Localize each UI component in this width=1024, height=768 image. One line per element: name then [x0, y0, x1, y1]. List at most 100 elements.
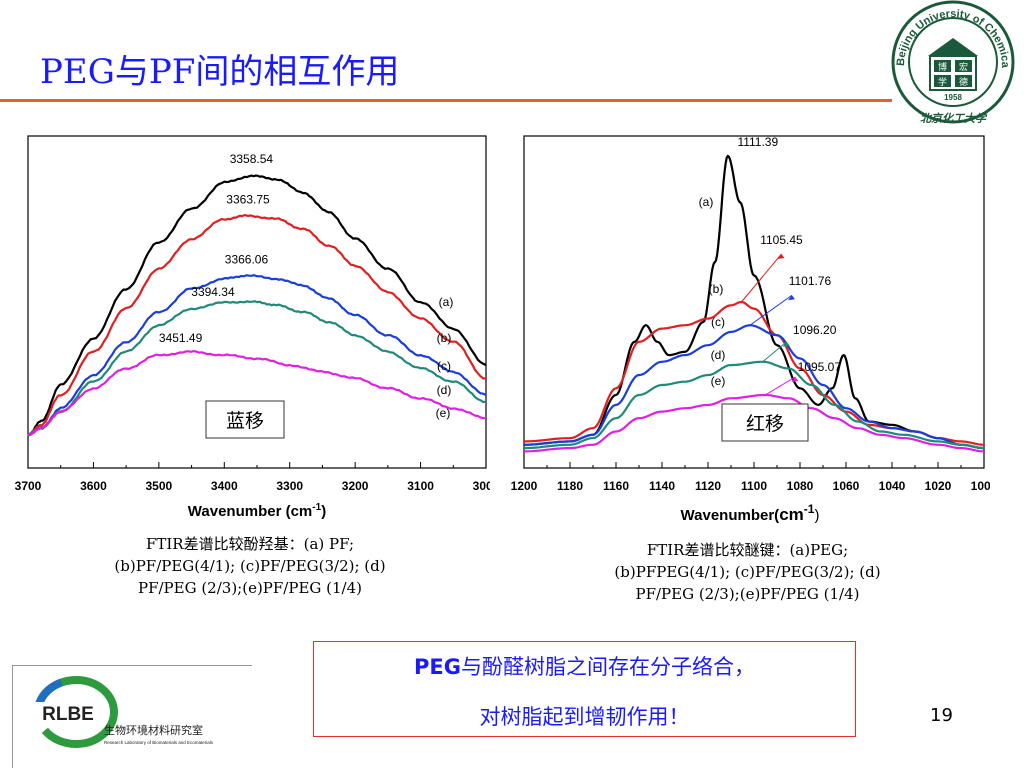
peak-arrow-head	[782, 341, 790, 347]
peak-arrow-head	[777, 254, 785, 259]
x-tick-label: 1100	[741, 479, 767, 493]
series-line-b	[27, 214, 487, 437]
page-number: 19	[930, 705, 953, 726]
series-label: (b)	[709, 282, 724, 296]
series-labels: (a) (b) (c) (d) (e)	[436, 295, 454, 420]
x-tick-label: 3700	[15, 479, 42, 493]
blue-shift-label: 蓝移	[226, 410, 264, 432]
seal-char-2: 宏	[959, 61, 968, 72]
chart-left-oh-ftir: 3700 3600 3500 3400 3300 3200 3100 3000 3358.54…	[15, 135, 490, 520]
x-tick-label: 1200	[511, 479, 538, 493]
red-shift-label: 红移	[746, 413, 784, 435]
x-axis-label: Wavenumber (cm-1)	[188, 502, 326, 520]
conclusion-emphasis: PEG	[414, 655, 461, 679]
peak-label: 3358.54	[230, 152, 274, 166]
peak-arrow	[741, 253, 782, 303]
rlbe-abbr: RLBE	[42, 704, 94, 725]
x-tick-label: 1140	[649, 479, 675, 493]
caption-line: PF/PEG (2/3);(e)PF/PEG (1/4)	[635, 585, 860, 603]
series-line-d	[27, 300, 487, 437]
chart-right-ether-ftir: 1200 1180 1160 1140 1120 1100 1080 1060 1040 1020…	[511, 135, 990, 524]
x-tick-label: 3300	[276, 479, 303, 493]
series-label: (c)	[437, 359, 451, 373]
series-label: (e)	[436, 406, 451, 420]
series-label: (d)	[711, 348, 726, 362]
x-tick-label: 1120	[695, 479, 721, 493]
peak-label: 3451.49	[159, 331, 203, 345]
x-axis-label: Wavenumber(cm-1)	[681, 502, 820, 524]
peak-label: 1096.20	[793, 323, 837, 337]
series-labels: (a) (b) (c) (d) (e)	[699, 195, 726, 388]
peak-arrow	[762, 341, 788, 363]
x-tick-label: 1060	[833, 479, 860, 493]
peak-label: 1105.45	[760, 233, 803, 247]
conclusion-line-1-text: 与酚醛树脂之间存在分子络合，	[460, 655, 755, 679]
series-label: (a)	[439, 295, 454, 309]
peak-labels: 1111.39 1105.45 1101.76 1096.20 1095.07	[737, 135, 842, 396]
university-seal-logo: Beijing University of Chemical Technolog…	[882, 0, 1015, 125]
peak-label: 1101.76	[789, 274, 832, 288]
x-tick-label: 3400	[211, 479, 238, 493]
footer-divider	[12, 665, 252, 666]
x-tick-label: 3000	[473, 479, 490, 493]
series-line-d	[523, 360, 985, 450]
slide-title: PEG与PF间的相互作用	[40, 52, 400, 92]
footer-divider-vertical	[12, 665, 13, 768]
series-line-a	[523, 154, 985, 450]
peak-labels: 3358.54 3363.75 3366.06 3394.34 3451.49	[159, 152, 274, 345]
x-tick-label: 3600	[80, 479, 107, 493]
series-line-e	[523, 393, 985, 453]
peak-label: 3366.06	[225, 252, 269, 266]
x-tick-label: 3500	[146, 479, 173, 493]
title-divider	[0, 99, 892, 102]
series-label: (c)	[711, 315, 725, 329]
caption-line: FTIR差谱比较酚羟基：(a) PF;	[145, 535, 355, 553]
series-label: (d)	[437, 383, 452, 397]
x-axis-ticks: 3700 3600 3500 3400 3300 3200 3100 3000	[15, 462, 490, 493]
series-line-c	[523, 324, 985, 450]
caption-line: PF/PEG (2/3);(e)PF/PEG (1/4)	[137, 579, 363, 597]
x-tick-label: 1180	[557, 479, 583, 493]
caption-line: (b)PF/PEG(4/1); (c)PF/PEG(3/2); (d)	[114, 557, 386, 575]
seal-year: 1958	[944, 93, 962, 102]
x-tick-label: 1020	[925, 479, 952, 493]
series-label: (a)	[699, 195, 714, 209]
peak-label: 1095.07	[798, 360, 842, 374]
series-label: (b)	[437, 331, 452, 345]
series-line-e	[27, 350, 487, 436]
conclusion-line-2: 对树脂起到增韧作用！	[479, 705, 690, 729]
peak-label: 3394.34	[191, 285, 235, 299]
caption-right: FTIR差谱比较醚键：(a)PEG; (b)PFPEG(4/1); (c)PF/…	[560, 539, 935, 605]
caption-left: FTIR差谱比较酚羟基：(a) PF; (b)PF/PEG(4/1); (c)P…	[60, 533, 440, 599]
x-tick-label: 3200	[342, 479, 369, 493]
series-line-a	[27, 174, 487, 436]
seal-char-1: 博	[938, 61, 947, 72]
series-label: (e)	[711, 374, 726, 388]
x-tick-label: 1000	[971, 479, 990, 493]
rlbe-lab-logo: RLBE 生物环境材料研究室 Research Laboratory of Bi…	[32, 676, 214, 748]
caption-line: FTIR差谱比较醚键：(a)PEG;	[646, 541, 849, 559]
caption-line: (b)PFPEG(4/1); (c)PF/PEG(3/2); (d)	[614, 563, 881, 581]
x-axis-ticks: 1200 1180 1160 1140 1120 1100 1080 1060 1040 1020…	[511, 462, 990, 493]
annotation-box	[205, 400, 285, 439]
peak-arrow-head	[787, 295, 795, 301]
peak-arrow	[749, 294, 793, 326]
lab-name: 生物环境材料研究室	[104, 723, 203, 737]
x-tick-label: 1080	[787, 479, 814, 493]
annotation-box	[721, 403, 809, 442]
x-tick-label: 1040	[879, 479, 906, 493]
lab-name-en: Research Laboratory of Biomaterials and …	[104, 740, 214, 745]
conclusion-box: PEG与酚醛树脂之间存在分子络合， 对树脂起到增韧作用！	[313, 641, 856, 737]
seal-char-3: 学	[938, 76, 947, 87]
peak-label: 1111.39	[737, 135, 778, 149]
seal-char-4: 德	[959, 76, 968, 87]
peak-arrow	[765, 376, 796, 396]
conclusion-line-1: PEG与酚醛树脂之间存在分子络合，	[314, 654, 855, 680]
peak-arrow-head	[791, 376, 799, 382]
logo-ring-green	[34, 676, 118, 748]
series-group	[523, 154, 985, 453]
x-tick-label: 1160	[603, 479, 629, 493]
peak-label: 3363.75	[226, 193, 270, 207]
seal-calligraphy: 北京化工大学	[920, 112, 988, 125]
x-tick-label: 3100	[407, 479, 434, 493]
